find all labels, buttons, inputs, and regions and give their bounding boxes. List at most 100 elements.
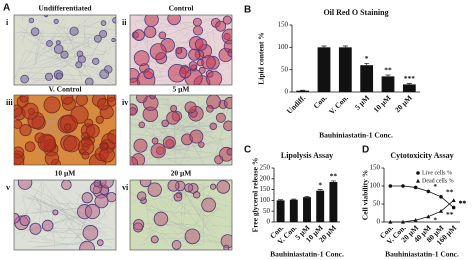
fiber <box>19 34 89 77</box>
y-tick-label: 100 <box>260 196 271 204</box>
y-tick-label: 50 <box>263 207 271 215</box>
y-tick-label: 200 <box>260 174 271 182</box>
cell <box>84 203 101 220</box>
cell <box>60 95 74 105</box>
cell <box>188 48 201 61</box>
significance: ** <box>330 172 338 181</box>
cell <box>201 55 216 70</box>
cell <box>133 138 148 153</box>
error-bar <box>321 45 327 48</box>
cells <box>14 95 116 165</box>
cell <box>106 97 116 107</box>
cell <box>43 96 61 114</box>
cell <box>19 95 29 103</box>
fiber <box>26 50 109 72</box>
micrograph-caption: Undifferentiated <box>38 4 92 13</box>
y-tick-label: 50 <box>373 200 381 208</box>
fiber <box>142 95 191 135</box>
fiber <box>21 20 30 44</box>
fiber <box>175 108 232 136</box>
micrograph: i Undifferentiated <box>6 4 117 86</box>
cell <box>149 95 156 100</box>
cell <box>92 57 100 65</box>
y-tick-label: 150 <box>278 21 289 29</box>
legend-marker <box>416 171 420 175</box>
fiber <box>33 62 72 83</box>
cell <box>198 66 206 74</box>
micrograph-numeral: vi <box>122 183 129 192</box>
cells <box>130 95 232 165</box>
marker <box>439 209 443 213</box>
significance: ** <box>384 66 392 75</box>
marker <box>401 184 405 188</box>
cell <box>223 244 230 250</box>
marker <box>401 219 405 224</box>
bar <box>329 182 338 222</box>
fiber <box>83 31 90 50</box>
fiber <box>215 215 227 219</box>
y-tick-label: 50 <box>281 65 289 73</box>
bar <box>276 200 285 222</box>
cell <box>46 40 53 47</box>
micrograph-caption: 5 µM <box>172 85 189 94</box>
cell <box>75 61 83 69</box>
fiber <box>33 24 76 82</box>
fiber <box>176 185 220 231</box>
cell <box>53 18 59 24</box>
cell <box>166 111 180 125</box>
cell <box>37 133 56 152</box>
cell <box>44 151 60 165</box>
cell <box>19 124 32 137</box>
fiber <box>39 183 43 231</box>
fiber <box>34 194 55 239</box>
micrograph: v 10 µM <box>6 169 117 251</box>
fiber <box>148 151 183 159</box>
fiber <box>36 191 112 243</box>
y-axis-label: Cell viability % <box>361 170 370 220</box>
fiber <box>66 26 82 80</box>
marker <box>388 184 393 188</box>
marker <box>426 189 431 194</box>
cell <box>209 122 217 130</box>
fiber <box>26 185 114 230</box>
cell <box>81 192 93 204</box>
cell <box>136 95 148 104</box>
cell <box>215 20 227 32</box>
fiber <box>49 53 105 59</box>
cell <box>139 180 152 188</box>
micrograph-frame <box>129 179 233 251</box>
cell <box>227 48 232 58</box>
cell <box>184 228 201 245</box>
cell <box>100 180 114 189</box>
error-bar <box>364 63 370 66</box>
fiber <box>51 206 109 236</box>
y-axis-label: Free glycerol release % <box>251 158 260 233</box>
cell <box>41 219 54 232</box>
micrograph-frame <box>13 94 117 166</box>
fiber <box>78 24 116 31</box>
micrograph: ii Control <box>122 4 233 86</box>
panel-label: B <box>244 5 251 16</box>
cell <box>55 40 61 46</box>
micrograph-caption: 20 µM <box>171 169 192 178</box>
bar <box>360 65 374 92</box>
fiber <box>36 241 104 248</box>
cell <box>161 119 169 128</box>
bar <box>316 190 325 222</box>
bar <box>317 47 331 92</box>
fiber <box>142 38 191 68</box>
y-tick-label: 150 <box>370 164 381 172</box>
micrograph-caption: Control <box>169 4 194 13</box>
y-axis-label: Lipid content % <box>257 32 266 85</box>
legend-label: Dead cells % <box>422 178 454 184</box>
cells <box>130 180 232 250</box>
chart-title: Lipolysis Assay <box>281 151 333 160</box>
fiber <box>19 64 86 70</box>
fiber <box>130 122 174 137</box>
fiber <box>151 198 160 210</box>
fiber <box>52 31 98 65</box>
fiber <box>156 156 191 161</box>
cell <box>81 151 90 160</box>
cell <box>77 55 86 64</box>
marker <box>426 214 431 219</box>
